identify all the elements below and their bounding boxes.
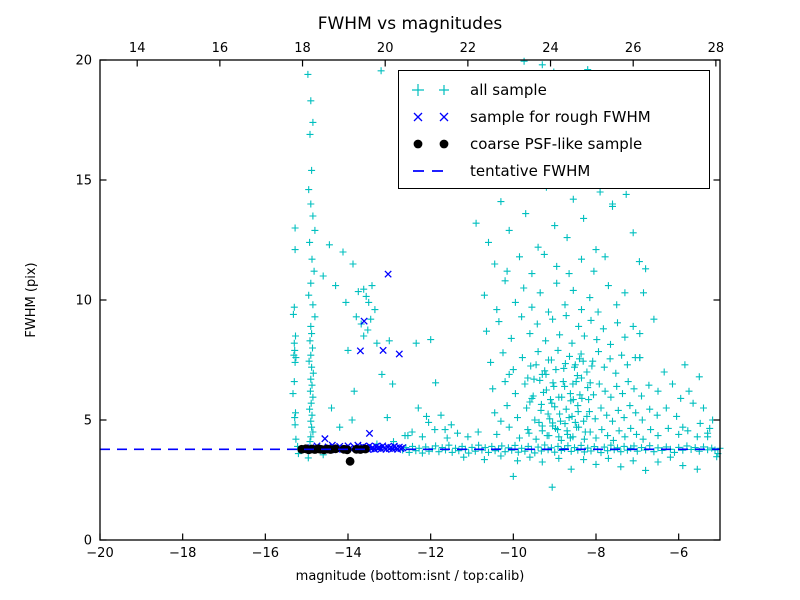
y-tick-label: 20 xyxy=(75,54,92,69)
y-tick-label: 15 xyxy=(75,174,92,189)
x-axis-label: magnitude (bottom:isnt / top:calib) xyxy=(296,569,525,584)
legend-row-psf-sample: coarse PSF-like sample xyxy=(408,130,709,157)
x-bottom-tick-label: −10 xyxy=(500,546,527,561)
x-bottom-tick-label: −18 xyxy=(169,546,196,561)
dashed-line-icon xyxy=(413,169,443,172)
dot-marker-icon xyxy=(413,139,449,148)
series-x xyxy=(307,270,407,454)
legend-label: tentative FWHM xyxy=(470,161,591,180)
legend-label: coarse PSF-like sample xyxy=(470,134,643,153)
x-top-tick-label: 20 xyxy=(377,41,394,56)
x-top-tick-label: 22 xyxy=(460,41,477,56)
y-axis-label: FWHM (pix) xyxy=(24,262,39,337)
legend-row-rough-fwhm: sample for rough FWHM xyxy=(408,103,709,130)
x-bottom-tick-label: −6 xyxy=(669,546,688,561)
chart-title: FWHM vs magnitudes xyxy=(318,14,503,34)
x-top-tick-label: 24 xyxy=(542,41,559,56)
plus-marker-icon xyxy=(412,83,449,96)
x-top-tick-label: 18 xyxy=(294,41,311,56)
x-top-tick-label: 16 xyxy=(212,41,229,56)
legend-row-all-sample: all sample xyxy=(408,76,709,103)
x-bottom-tick-label: −20 xyxy=(86,546,113,561)
legend-label: sample for rough FWHM xyxy=(470,107,651,126)
legend: all sample sample for rough FWHM coarse … xyxy=(398,70,710,189)
y-tick-label: 5 xyxy=(84,414,92,429)
y-tick-label: 0 xyxy=(84,534,92,549)
x-top-tick-label: 26 xyxy=(625,41,642,56)
x-bottom-tick-label: −12 xyxy=(417,546,444,561)
legend-label: all sample xyxy=(470,80,547,99)
legend-row-tentative-fwhm: tentative FWHM xyxy=(408,157,709,184)
y-tick-label: 10 xyxy=(75,294,92,309)
x-bottom-tick-label: −16 xyxy=(252,546,279,561)
x-marker-icon xyxy=(413,112,449,121)
x-top-tick-label: 28 xyxy=(708,41,725,56)
x-bottom-tick-label: −8 xyxy=(586,546,605,561)
x-bottom-tick-label: −14 xyxy=(334,546,361,561)
x-top-tick-label: 14 xyxy=(129,41,146,56)
